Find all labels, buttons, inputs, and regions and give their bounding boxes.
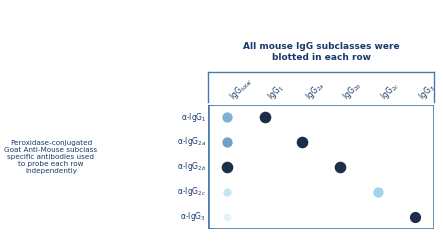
Point (223, 215, 230, 219)
Text: All mouse IgG subclasses were: All mouse IgG subclasses were (243, 42, 400, 51)
Point (299, 140, 306, 144)
Text: α-IgG$_{2a}$: α-IgG$_{2a}$ (177, 135, 206, 148)
Text: blotted in each row: blotted in each row (272, 53, 371, 62)
Point (261, 115, 268, 119)
Point (374, 190, 381, 194)
Point (223, 165, 230, 169)
Point (223, 140, 230, 144)
Point (223, 115, 230, 119)
Text: α-IgG$_3$: α-IgG$_3$ (180, 210, 206, 223)
Text: α-IgG$_{2c}$: α-IgG$_{2c}$ (177, 185, 206, 198)
Point (412, 215, 419, 219)
Text: α-IgG$_{2b}$: α-IgG$_{2b}$ (177, 160, 206, 173)
Text: α-IgG$_1$: α-IgG$_1$ (181, 111, 206, 124)
Point (336, 165, 343, 169)
Text: Peroxidase-conjugated
Goat Anti-Mouse subclass
specific antibodies used
to probe: Peroxidase-conjugated Goat Anti-Mouse su… (4, 140, 97, 174)
Point (223, 190, 230, 194)
